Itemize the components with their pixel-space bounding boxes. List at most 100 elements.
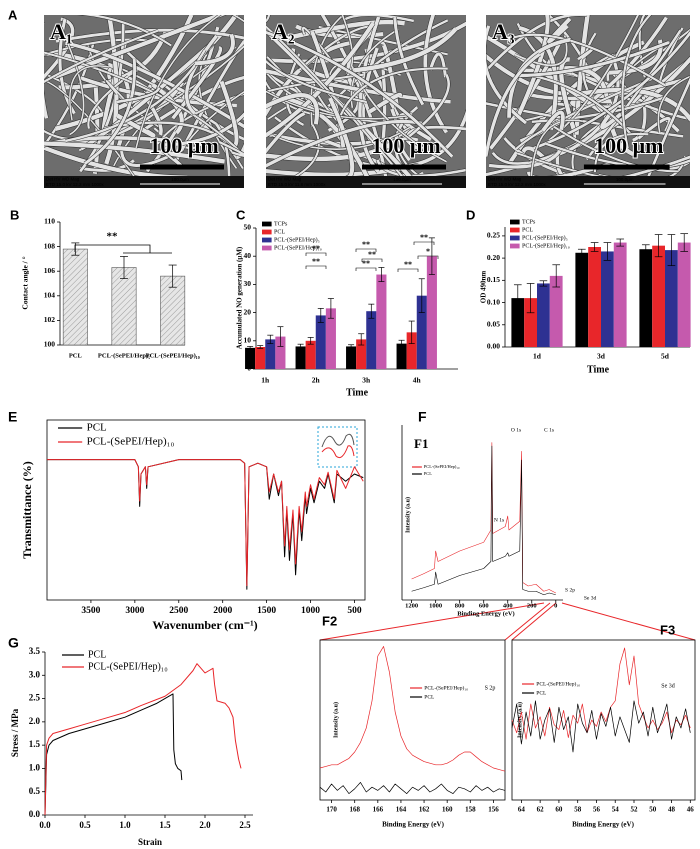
info-text: ETD 15.0 kV 12.2 mm 1000x <box>488 182 547 187</box>
bar <box>275 336 286 369</box>
fiber <box>298 25 370 71</box>
legend-label: PCL <box>424 471 433 476</box>
fiber <box>104 18 119 165</box>
error-bar <box>317 308 324 323</box>
fiber <box>621 15 652 149</box>
legend-swatch <box>510 219 520 225</box>
significance-bracket <box>74 244 151 253</box>
annotation: * <box>426 247 430 256</box>
fiber <box>44 22 45 24</box>
info-text: ETD 15.0 kV 12.2 mm 1000x <box>46 182 105 187</box>
x-tick-label: PCL-(SePEI/Hep)₅ <box>98 352 150 359</box>
x-tick-label: 170 <box>326 806 337 814</box>
info-text: ETD 15.0 kV 11.8 mm 1000x <box>268 182 326 187</box>
fiber <box>582 32 612 121</box>
fiber <box>423 15 449 134</box>
fiber <box>266 70 396 124</box>
zoom-line <box>511 602 557 641</box>
annotation: Se 3d <box>584 595 597 601</box>
y-tick-label: 10 <box>244 336 252 345</box>
line-series <box>47 459 364 590</box>
fiber <box>486 25 527 125</box>
info-header: Det HV WD Mag <box>488 177 522 182</box>
y-axis-label: OD 490nm <box>480 271 488 304</box>
x-tick-label: 168 <box>349 806 360 814</box>
panel-label: E <box>8 409 17 425</box>
fiber <box>533 30 690 150</box>
fiber <box>546 121 679 173</box>
y-tick-label: 0.0 <box>29 809 41 819</box>
fiber <box>541 110 565 133</box>
legend-swatch <box>262 229 272 235</box>
fiber <box>44 136 167 148</box>
scale-bar-label: 100.0μm <box>171 177 189 182</box>
fiber <box>266 30 454 158</box>
legend-label: PCL-(SePEI/Hep)₁₀ <box>88 661 168 672</box>
error-bar <box>398 339 405 348</box>
fiber <box>83 58 137 165</box>
inset-curve <box>321 445 355 459</box>
bar <box>255 347 266 369</box>
annotation: C 1s <box>544 427 554 433</box>
line-series <box>319 646 506 772</box>
x-tick-label: 600 <box>479 602 489 609</box>
error-bar <box>267 334 274 344</box>
error-bar <box>348 344 355 349</box>
legend-label: PCL-(SePEI/Hep)₁₀ <box>424 464 460 469</box>
error-bar <box>513 284 522 312</box>
x-tick-label: 158 <box>465 806 476 814</box>
y-tick-label: 2.0 <box>29 716 41 726</box>
fibers <box>44 15 244 176</box>
line-series <box>44 663 242 816</box>
fiber <box>486 15 587 73</box>
panel-label: F2 <box>322 613 337 628</box>
x-tick-label: 3h <box>362 376 371 385</box>
fiber <box>135 15 221 149</box>
fibers <box>266 15 466 176</box>
x-tick-label: 166 <box>373 806 384 814</box>
fiber <box>593 132 649 173</box>
x-tick-label: PCL-(SePEI/Hep)₁₀ <box>146 352 200 359</box>
x-tick-label: 54 <box>612 806 620 814</box>
y-tick-label: 30 <box>244 279 252 288</box>
bar <box>416 295 427 369</box>
x-tick-label: 48 <box>668 806 676 814</box>
x-tick-label: 1200 <box>405 602 418 609</box>
annotation: N 1s <box>494 517 504 523</box>
error-bar <box>168 264 177 288</box>
scale-label: 100 μm <box>594 133 663 158</box>
bar <box>295 346 306 369</box>
x-axis-label: Strain <box>138 837 162 847</box>
significance-bracket <box>305 265 327 269</box>
y-tick-label: 0.10 <box>487 297 500 306</box>
x-tick-label: 62 <box>537 806 545 814</box>
fiber <box>60 27 85 136</box>
fiber <box>657 75 690 133</box>
image-label: A₁ <box>50 19 72 44</box>
error-bar <box>552 264 561 288</box>
fiber <box>54 15 226 79</box>
annotation: Se 3d <box>661 683 675 689</box>
legend-label: PCL-(SePEI/Hep)₅ <box>522 234 568 241</box>
scale-bar-label: 100.0μm <box>393 177 411 182</box>
significance-bracket <box>305 252 327 256</box>
fiber <box>271 126 411 151</box>
x-tick-label: 2.0 <box>199 820 211 830</box>
annotation: ** <box>362 259 370 268</box>
x-tick-label: 52 <box>631 806 639 814</box>
fiber <box>559 57 577 133</box>
y-tick-label: 40 <box>244 251 252 260</box>
fiber <box>623 155 690 176</box>
x-tick-label: 156 <box>488 806 499 814</box>
x-tick-label: 160 <box>442 806 453 814</box>
annotation: ** <box>420 233 428 242</box>
x-tick-label: 500 <box>347 606 362 616</box>
fiber <box>266 90 408 120</box>
x-tick-label: 56 <box>593 806 601 814</box>
annotation: S 2p <box>565 587 575 593</box>
legend-swatch <box>262 237 272 243</box>
legend-label: PCL <box>88 649 106 660</box>
significance-bracket <box>417 255 439 259</box>
legend-label: PCL-(SePEI/Hep)₁₀ <box>522 242 570 249</box>
y-tick-label: 106 <box>44 266 56 275</box>
